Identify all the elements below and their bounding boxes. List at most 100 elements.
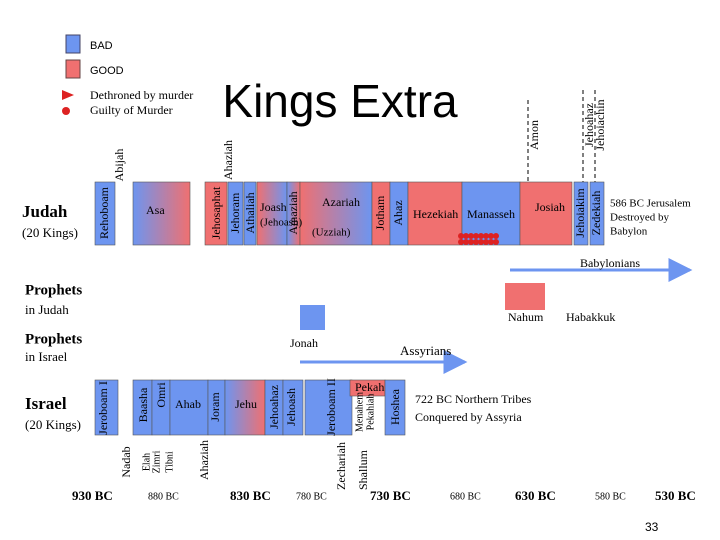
judah-king: Azariah [322,195,360,209]
judah-king: Jehosaphat [209,186,223,239]
judah-king-box [204,181,228,246]
guilty-dot [483,239,489,245]
prophet-name: Jonah [290,336,318,350]
judah-king-box [407,181,463,246]
guilty-dot [463,239,469,245]
legend-good: GOOD [90,65,124,77]
guilty-dot [463,233,469,239]
israel-label: Israel [25,394,67,413]
judah-end-note: Destroyed by [610,212,669,224]
judah-king: Hezekiah [413,207,458,221]
israel-king: Elah [141,453,152,471]
date-label: 830 BC [230,488,271,503]
legend-bad: BAD [90,40,113,52]
judah-king-box [132,181,191,246]
page-number: 33 [645,520,659,534]
nahum-box [505,283,545,310]
guilty-dot [473,239,479,245]
israel-king: Hoshea [388,388,402,425]
date-label: 680 BC [450,491,481,502]
israel-king: Tibni [164,451,175,473]
israel-king: Jehoahaz [267,385,281,429]
date-label: 580 BC [595,491,626,502]
date-label: 730 BC [370,488,411,503]
judah-king: Ahaziah [221,140,235,180]
guilty-dot [493,233,499,239]
judah-king-box [243,181,257,246]
legend-good-swatch [65,59,81,79]
date-label: 780 BC [296,491,327,502]
date-label: 630 BC [515,488,556,503]
prophet-name: Habakkuk [566,310,615,324]
israel-king: Pekah [355,380,384,394]
israel-king: Nadab [119,446,133,477]
prophets-sub: in Israel [25,349,68,364]
israel-king: Baasha [136,387,150,422]
israel-king: Jeroboam I [96,381,110,435]
judah-king: Ahaz [391,200,405,225]
date-label: 930 BC [72,488,113,503]
guilty-dot [488,239,494,245]
israel-king: Joram [208,392,222,422]
judah-king: Amon [527,120,541,150]
israel-king: Shallum [356,449,370,490]
judah-king: Abijah [112,149,126,182]
guilty-dot [473,233,479,239]
israel-king: Omri [154,382,168,408]
judah-count: (20 Kings) [22,225,78,240]
guilty-dot [468,233,474,239]
guilty-dot [478,233,484,239]
judah-king-box [227,181,244,246]
guilty-dot [483,233,489,239]
judah-king-box [94,181,116,246]
guilty-dot [468,239,474,245]
judah-king: Jehoiakim [573,188,587,238]
israel-king: Pekahiah [365,394,376,431]
israel-king: Zimri [151,450,162,473]
israel-end-note: Conquered by Assyria [415,410,522,424]
judah-king-alias: (Jehoash) [260,217,302,229]
date-label: 530 BC [655,488,696,503]
judah-king: Joash [260,200,287,214]
israel-king-box [94,379,119,436]
judah-king-box [519,181,573,246]
date-label: 880 BC [148,491,179,502]
israel-king: Menahem [354,392,365,432]
judah-king-box [573,181,589,246]
judah-end-note: 586 BC Jerusalem [610,198,691,210]
prophets-sub: in Judah [25,302,69,317]
guilty-dot [458,233,464,239]
israel-king: Jehu [235,397,257,411]
empire-label: Assyrians [400,343,451,358]
guilty-dot [488,233,494,239]
israel-count: (20 Kings) [25,417,81,432]
legend-murder: Dethroned by murder [90,88,193,102]
prophets-label: Prophets [25,282,82,298]
israel-king: Jeroboam II [324,378,338,436]
israel-king-box [282,379,304,436]
israel-king-box [224,379,266,436]
judah-king: Manasseh [467,207,515,221]
israel-king: Zechariah [334,442,348,490]
legend-guilty-dot [62,107,70,115]
judah-king-box [589,181,605,246]
judah-king: Jehoram [228,192,242,233]
israel-king: Ahaziah [197,440,211,480]
guilty-dot [458,239,464,245]
israel-end-note: 722 BC Northern Tribes [415,392,532,406]
judah-king: Rehoboam [97,186,111,239]
empire-label: Babylonians [580,256,640,270]
jonah-box [300,305,325,330]
israel-king-box [384,379,406,436]
legend-bad-swatch [65,34,81,54]
israel-king-box [169,379,209,436]
judah-king: Jotham [373,195,387,230]
judah-king: Jehoahaz [582,103,596,147]
judah-king: Asa [146,203,165,217]
judah-king: Jehoiachin [593,99,607,150]
judah-label: Judah [22,202,68,221]
judah-king: Josiah [535,200,565,214]
judah-king-alias: (Uzziah) [312,227,351,239]
judah-king: Zedekiah [589,191,603,236]
